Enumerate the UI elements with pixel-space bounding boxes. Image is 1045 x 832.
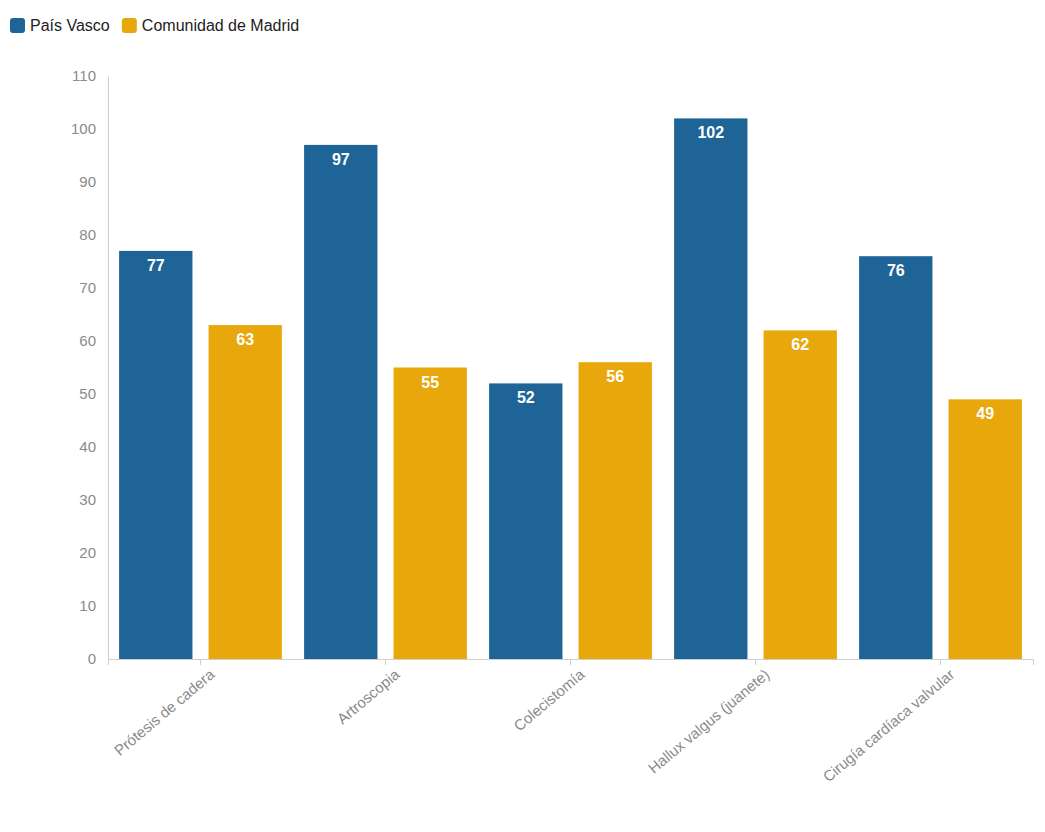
y-tick: 20 (79, 544, 108, 561)
y-tick: 40 (79, 438, 108, 455)
y-tick-label: 100 (71, 120, 96, 137)
y-tick: 90 (79, 173, 108, 190)
data-label: 62 (791, 336, 809, 353)
data-label: 102 (697, 124, 724, 141)
bar (579, 362, 652, 659)
plot: 0 10 20 30 40 50 60 70 80 90 100 110 Prótesis de cad… (71, 67, 1034, 785)
y-tick: 0 (88, 650, 108, 667)
y-tick: 70 (79, 279, 108, 296)
x-tick-mark (940, 659, 941, 665)
x-tick-label: Cirugía cardíaca valvular (819, 665, 957, 785)
x-tick-label: Colecistomía (510, 665, 588, 734)
legend-label: Comunidad de Madrid (142, 17, 299, 34)
bar (674, 118, 747, 659)
x-tick-mark (200, 659, 201, 665)
y-tick-label: 70 (79, 279, 96, 296)
y-tick: 110 (72, 67, 108, 84)
legend-item: País Vasco (10, 17, 110, 34)
y-tick-label: 50 (79, 385, 96, 402)
bar (304, 145, 377, 659)
bar (394, 368, 467, 660)
y-tick: 60 (79, 332, 108, 349)
y-tick: 10 (79, 597, 108, 614)
x-tick: Cirugía cardíaca valvular (819, 659, 957, 785)
legend-label: País Vasco (30, 17, 110, 34)
y-tick-label: 10 (79, 597, 96, 614)
legend: País Vasco Comunidad de Madrid (10, 17, 299, 34)
bars (119, 118, 1022, 659)
bar (859, 256, 932, 659)
chart: 0 10 20 30 40 50 60 70 80 90 100 110 Prótesis de cad… (0, 0, 1045, 832)
y-tick-label: 90 (79, 173, 96, 190)
x-tick-mark (570, 659, 571, 665)
data-labels: 77 97 52 102 76 63 55 56 62 49 (147, 124, 994, 422)
y-tick-label: 0 (88, 650, 96, 667)
x-tick-mark (385, 659, 386, 665)
y-tick: 30 (79, 491, 108, 508)
bar (949, 399, 1022, 659)
data-label: 55 (421, 374, 439, 391)
legend-swatch (122, 18, 137, 33)
y-tick-label: 60 (79, 332, 96, 349)
y-axis: 0 10 20 30 40 50 60 70 80 90 100 110 (71, 67, 109, 667)
y-tick-label: 30 (79, 491, 96, 508)
data-label: 97 (332, 151, 350, 168)
bar (119, 251, 192, 659)
y-tick: 100 (71, 120, 108, 137)
y-tick-label: 110 (72, 67, 96, 84)
x-axis-line (109, 660, 1034, 666)
y-tick: 50 (79, 385, 108, 402)
legend-item: Comunidad de Madrid (122, 17, 299, 34)
x-axis: Prótesis de cadera Artroscopia Colecistomí… (109, 659, 1034, 785)
y-tick: 80 (79, 226, 108, 243)
x-tick: Artroscopia (333, 659, 403, 727)
bar (209, 325, 282, 659)
data-label: 63 (236, 331, 254, 348)
data-label: 52 (517, 389, 535, 406)
y-tick-label: 40 (79, 438, 96, 455)
data-label: 76 (887, 262, 905, 279)
x-tick: Prótesis de cadera (111, 659, 218, 759)
x-tick-mark (755, 659, 756, 665)
data-label: 49 (976, 405, 994, 422)
x-tick-label: Prótesis de cadera (111, 665, 218, 759)
bar (764, 330, 837, 659)
x-tick: Hallux valgus (juanete) (645, 659, 773, 777)
x-tick-label: Artroscopia (333, 665, 403, 727)
y-axis-line (108, 77, 109, 660)
bar (489, 383, 562, 659)
x-tick: Colecistomía (510, 659, 588, 734)
x-tick-label: Hallux valgus (juanete) (645, 665, 773, 776)
data-label: 56 (606, 368, 624, 385)
y-tick-label: 80 (79, 226, 96, 243)
legend-swatch (10, 18, 25, 33)
data-label: 77 (147, 257, 165, 274)
y-tick-label: 20 (79, 544, 96, 561)
